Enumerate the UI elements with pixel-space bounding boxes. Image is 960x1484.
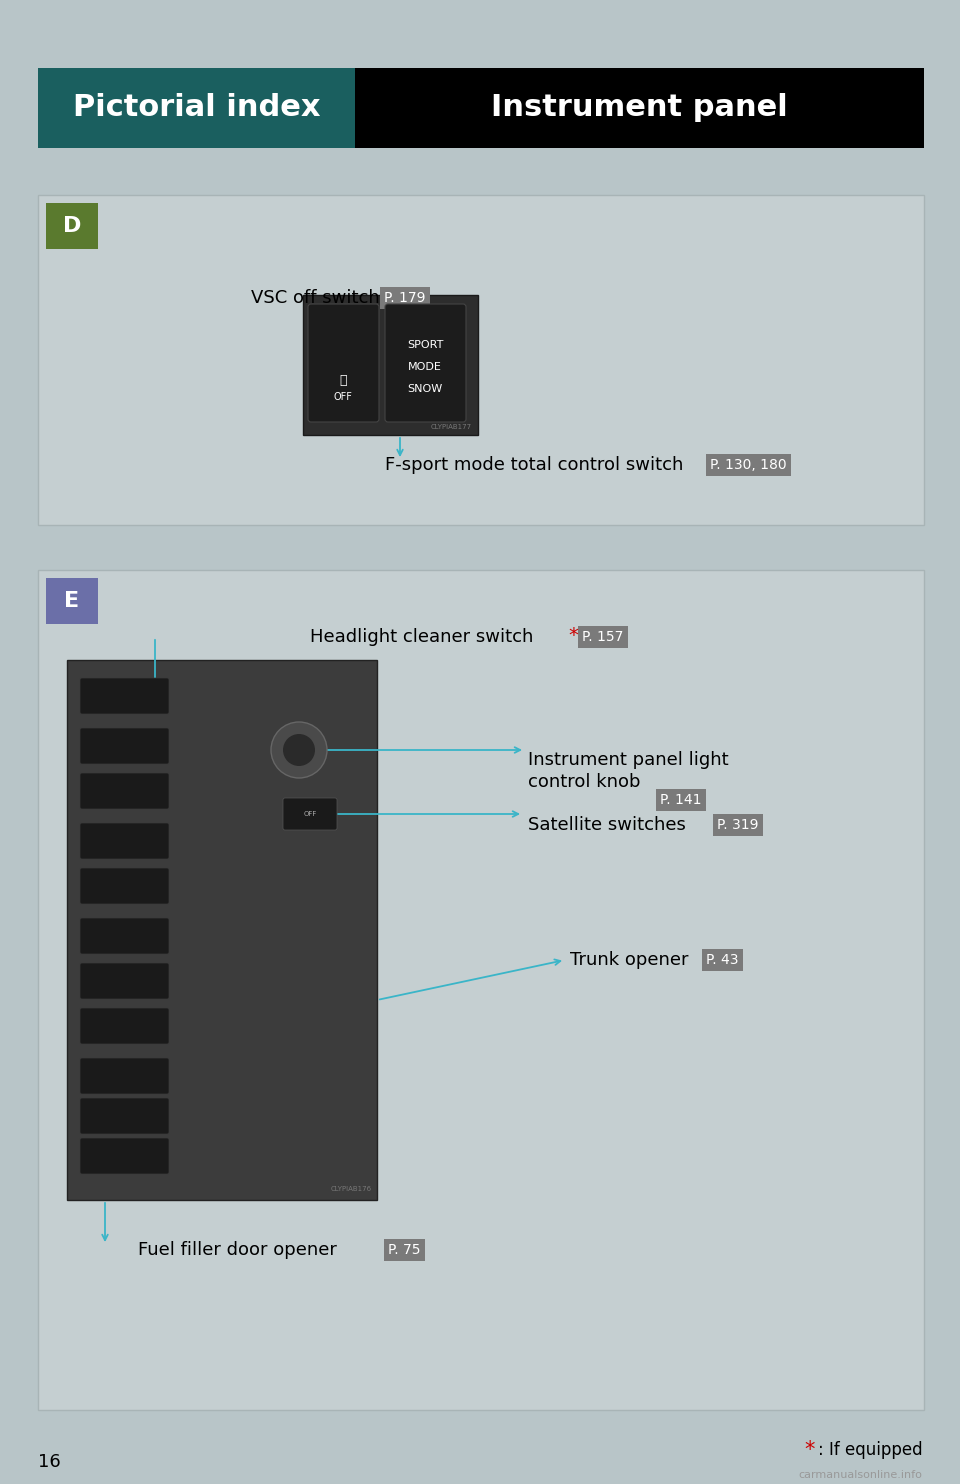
Circle shape [283,735,315,766]
FancyBboxPatch shape [308,304,379,421]
FancyBboxPatch shape [80,1138,169,1174]
Text: OFF: OFF [303,810,317,818]
FancyBboxPatch shape [80,1008,169,1045]
Text: P. 179: P. 179 [384,291,425,306]
Text: carmanualsonline.info: carmanualsonline.info [798,1471,922,1480]
Text: D: D [62,217,82,236]
Text: P. 130, 180: P. 130, 180 [710,459,786,472]
FancyBboxPatch shape [80,1058,169,1094]
FancyBboxPatch shape [80,963,169,999]
FancyBboxPatch shape [80,729,169,764]
Text: *: * [804,1439,814,1460]
FancyBboxPatch shape [80,868,169,904]
Circle shape [271,723,327,778]
FancyBboxPatch shape [283,798,337,830]
Text: P. 157: P. 157 [582,631,623,644]
Text: CLYPIAB177: CLYPIAB177 [431,424,472,430]
FancyBboxPatch shape [80,824,169,859]
Text: 16: 16 [38,1453,60,1471]
Text: *: * [568,626,578,646]
FancyBboxPatch shape [385,304,466,421]
Bar [38,570,924,1410]
Text: SPORT: SPORT [407,340,444,350]
Bar [46,577,98,623]
Text: MODE: MODE [408,362,442,372]
Bar [46,203,98,249]
Bar [38,68,355,148]
Bar [355,68,924,148]
Text: Instrument panel: Instrument panel [492,93,788,123]
Text: : If equipped: : If equipped [818,1441,923,1459]
Text: P. 141: P. 141 [660,792,702,807]
FancyBboxPatch shape [80,1098,169,1134]
Text: E: E [64,591,80,611]
Bar [38,194,924,525]
Text: Satellite switches: Satellite switches [528,816,685,834]
Text: F-sport mode total control switch: F-sport mode total control switch [385,456,684,473]
Text: Trunk opener: Trunk opener [570,951,688,969]
Text: Instrument panel light: Instrument panel light [528,751,729,769]
Text: SNOW: SNOW [407,384,443,393]
Text: VSC off switch: VSC off switch [252,289,380,307]
FancyBboxPatch shape [80,919,169,954]
Text: P. 43: P. 43 [706,953,738,968]
FancyBboxPatch shape [80,678,169,714]
Bar [67,660,377,1201]
Text: P. 75: P. 75 [388,1244,420,1257]
Bar [303,295,478,435]
Text: Headlight cleaner switch: Headlight cleaner switch [310,628,534,646]
Text: 🚗: 🚗 [339,374,347,386]
Text: P. 319: P. 319 [717,818,758,833]
Text: Fuel filler door opener: Fuel filler door opener [138,1241,337,1258]
Text: control knob: control knob [528,773,640,791]
Text: Pictorial index: Pictorial index [73,93,321,123]
Text: CLYPIAB176: CLYPIAB176 [331,1186,372,1192]
FancyBboxPatch shape [80,773,169,809]
Text: OFF: OFF [333,392,352,402]
